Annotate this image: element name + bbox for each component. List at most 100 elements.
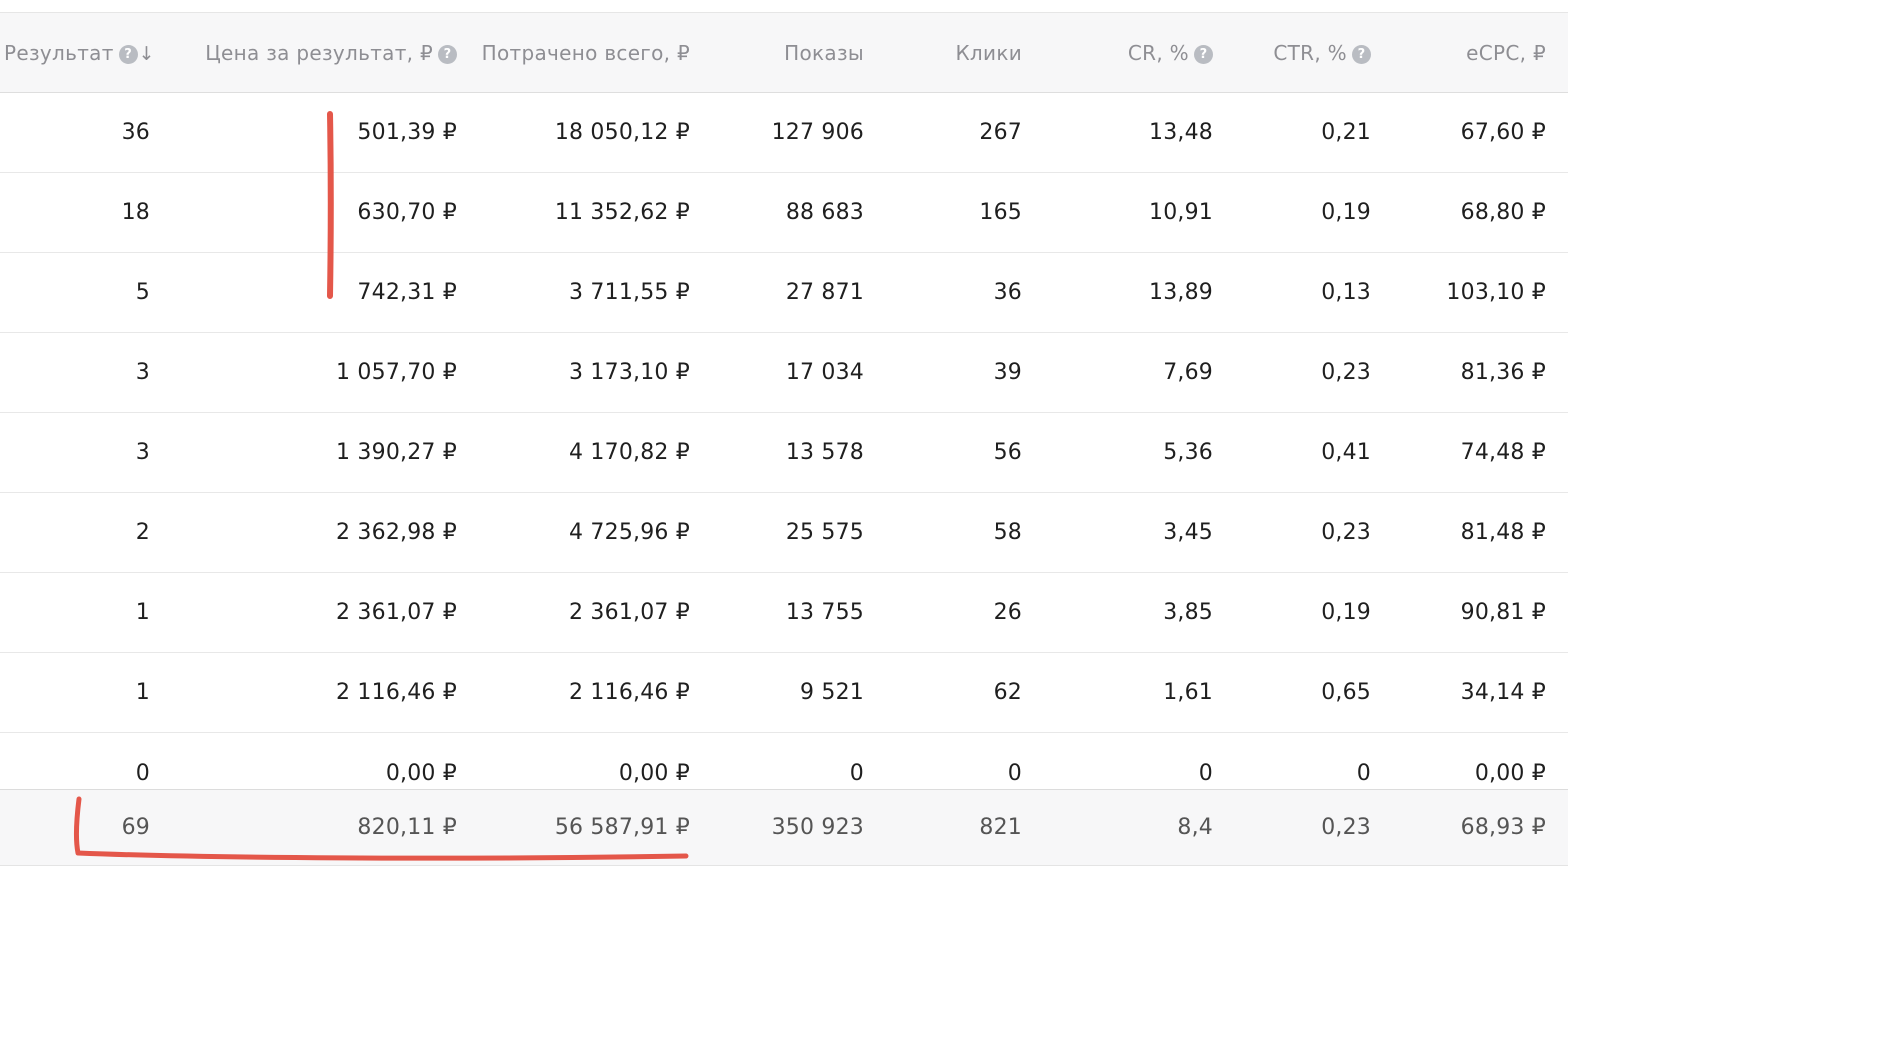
cell-cr: 3,45 <box>1163 520 1213 545</box>
table-row[interactable]: 1 2 361,07 ₽ 2 361,07 ₽ 13 755 26 3,85 0,19 90,… <box>0 573 1568 653</box>
sort-descending-icon[interactable]: ↓ <box>138 42 155 65</box>
cell-spent-total: 3 173,10 ₽ <box>569 360 690 385</box>
column-header-spent-total[interactable]: Потрачено всего, ₽ <box>457 41 690 65</box>
cell-cr: 0 <box>1198 761 1213 786</box>
column-header-ecpc[interactable]: eCPC, ₽ <box>1371 41 1546 65</box>
cell-ecpc: 81,36 ₽ <box>1460 360 1546 385</box>
column-header-clicks[interactable]: Клики <box>864 41 1022 65</box>
cell-ctr: 0,23 <box>1321 520 1371 545</box>
column-header-cr[interactable]: CR, %? <box>1022 41 1213 65</box>
table-body: 36 501,39 ₽ 18 050,12 ₽ 127 906 267 13,48 0,21… <box>0 93 1568 790</box>
total-result: 69 <box>121 815 150 840</box>
cell-cost-per-result: 630,70 ₽ <box>357 200 457 225</box>
table-row[interactable]: 2 2 362,98 ₽ 4 725,96 ₽ 25 575 58 3,45 0,23 81,… <box>0 493 1568 573</box>
column-header-result[interactable]: Результат? ↓ <box>0 41 190 65</box>
cell-cr: 13,48 <box>1149 120 1213 145</box>
cell-cost-per-result: 2 361,07 ₽ <box>336 600 457 625</box>
cell-clicks: 267 <box>979 120 1022 145</box>
cell-impressions: 13 755 <box>785 600 864 625</box>
cell-result: 5 <box>135 280 150 305</box>
cell-ecpc: 103,10 ₽ <box>1446 280 1546 305</box>
table-row[interactable]: 0 0,00 ₽ 0,00 ₽ 0 0 0 0 0,00 ₽ <box>0 733 1568 790</box>
column-header-label: CTR, % <box>1273 40 1347 65</box>
cell-impressions: 13 578 <box>785 440 864 465</box>
help-icon[interactable]: ? <box>438 44 457 64</box>
cell-result: 3 <box>135 360 150 385</box>
column-header-impressions[interactable]: Показы <box>690 41 864 65</box>
cell-result: 0 <box>135 761 150 786</box>
cell-ecpc: 67,60 ₽ <box>1460 120 1546 145</box>
table-row[interactable]: 3 1 057,70 ₽ 3 173,10 ₽ 17 034 39 7,69 0,23 81,… <box>0 333 1568 413</box>
help-icon[interactable]: ? <box>1352 44 1371 64</box>
cell-spent-total: 2 361,07 ₽ <box>569 600 690 625</box>
cell-ctr: 0,41 <box>1321 440 1371 465</box>
cell-cost-per-result: 2 116,46 ₽ <box>336 680 457 705</box>
column-header-label: Результат <box>4 40 114 65</box>
cell-ecpc: 81,48 ₽ <box>1460 520 1546 545</box>
cell-cr: 3,85 <box>1163 600 1213 625</box>
total-spent-total: 56 587,91 ₽ <box>554 815 690 840</box>
cell-cost-per-result: 2 362,98 ₽ <box>336 520 457 545</box>
column-header-label: Показы <box>784 40 864 65</box>
column-header-label: Цена за результат, ₽ <box>205 40 433 65</box>
cell-spent-total: 11 352,62 ₽ <box>554 200 690 225</box>
cell-ecpc: 68,80 ₽ <box>1460 200 1546 225</box>
table-row[interactable]: 1 2 116,46 ₽ 2 116,46 ₽ 9 521 62 1,61 0,65 34,1… <box>0 653 1568 733</box>
cell-clicks: 56 <box>993 440 1022 465</box>
cell-cost-per-result: 1 390,27 ₽ <box>336 440 457 465</box>
cell-result: 1 <box>135 680 150 705</box>
cell-spent-total: 4 725,96 ₽ <box>569 520 690 545</box>
cell-spent-total: 18 050,12 ₽ <box>554 120 690 145</box>
cell-cost-per-result: 742,31 ₽ <box>357 280 457 305</box>
total-clicks: 821 <box>979 815 1022 840</box>
cell-cost-per-result: 501,39 ₽ <box>357 120 457 145</box>
cell-clicks: 26 <box>993 600 1022 625</box>
cell-cr: 1,61 <box>1163 680 1213 705</box>
cell-result: 1 <box>135 600 150 625</box>
cell-result: 18 <box>121 200 150 225</box>
cell-clicks: 58 <box>993 520 1022 545</box>
cell-clicks: 62 <box>993 680 1022 705</box>
top-divider <box>0 0 1568 13</box>
bottom-divider <box>0 866 1568 882</box>
column-header-label: eCPC, ₽ <box>1466 40 1546 65</box>
column-header-cost-per-result[interactable]: Цена за результат, ₽? <box>190 41 457 65</box>
cell-ctr: 0,65 <box>1321 680 1371 705</box>
table-row[interactable]: 36 501,39 ₽ 18 050,12 ₽ 127 906 267 13,48 0,21… <box>0 93 1568 173</box>
cell-cost-per-result: 0,00 ₽ <box>385 761 457 786</box>
table-row[interactable]: 3 1 390,27 ₽ 4 170,82 ₽ 13 578 56 5,36 0,41 74,… <box>0 413 1568 493</box>
cell-impressions: 27 871 <box>785 280 864 305</box>
cell-impressions: 0 <box>849 761 864 786</box>
total-ctr: 0,23 <box>1321 815 1371 840</box>
total-impressions: 350 923 <box>771 815 864 840</box>
cell-impressions: 127 906 <box>771 120 864 145</box>
cell-impressions: 88 683 <box>785 200 864 225</box>
cell-spent-total: 2 116,46 ₽ <box>569 680 690 705</box>
cell-impressions: 25 575 <box>785 520 864 545</box>
column-header-label: Потрачено всего, ₽ <box>481 40 690 65</box>
cell-ctr: 0,19 <box>1321 600 1371 625</box>
cell-impressions: 17 034 <box>785 360 864 385</box>
total-cr: 8,4 <box>1177 815 1213 840</box>
column-header-ctr[interactable]: CTR, %? <box>1213 41 1371 65</box>
cell-ecpc: 90,81 ₽ <box>1460 600 1546 625</box>
cell-spent-total: 3 711,55 ₽ <box>569 280 690 305</box>
cell-ecpc: 74,48 ₽ <box>1460 440 1546 465</box>
total-ecpc: 68,93 ₽ <box>1460 815 1546 840</box>
help-icon[interactable]: ? <box>118 44 138 64</box>
cell-result: 36 <box>121 120 150 145</box>
cell-ctr: 0,19 <box>1321 200 1371 225</box>
cell-cr: 13,89 <box>1149 280 1213 305</box>
cell-ctr: 0,13 <box>1321 280 1371 305</box>
table-totals-row: 69 820,11 ₽ 56 587,91 ₽ 350 923 821 8,4 0,23 68… <box>0 790 1568 866</box>
cell-ctr: 0 <box>1356 761 1371 786</box>
cell-clicks: 165 <box>979 200 1022 225</box>
table-row[interactable]: 18 630,70 ₽ 11 352,62 ₽ 88 683 165 10,91 0,19 6… <box>0 173 1568 253</box>
cell-clicks: 0 <box>1007 761 1022 786</box>
cell-cr: 5,36 <box>1163 440 1213 465</box>
statistics-table: Результат? ↓ Цена за результат, ₽? Потрачен… <box>0 13 1568 866</box>
cell-clicks: 39 <box>993 360 1022 385</box>
cell-spent-total: 0,00 ₽ <box>618 761 690 786</box>
help-icon[interactable]: ? <box>1194 44 1213 64</box>
table-row[interactable]: 5 742,31 ₽ 3 711,55 ₽ 27 871 36 13,89 0,13 103,… <box>0 253 1568 333</box>
